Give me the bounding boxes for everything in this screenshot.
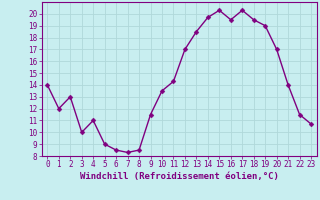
X-axis label: Windchill (Refroidissement éolien,°C): Windchill (Refroidissement éolien,°C) [80, 172, 279, 181]
